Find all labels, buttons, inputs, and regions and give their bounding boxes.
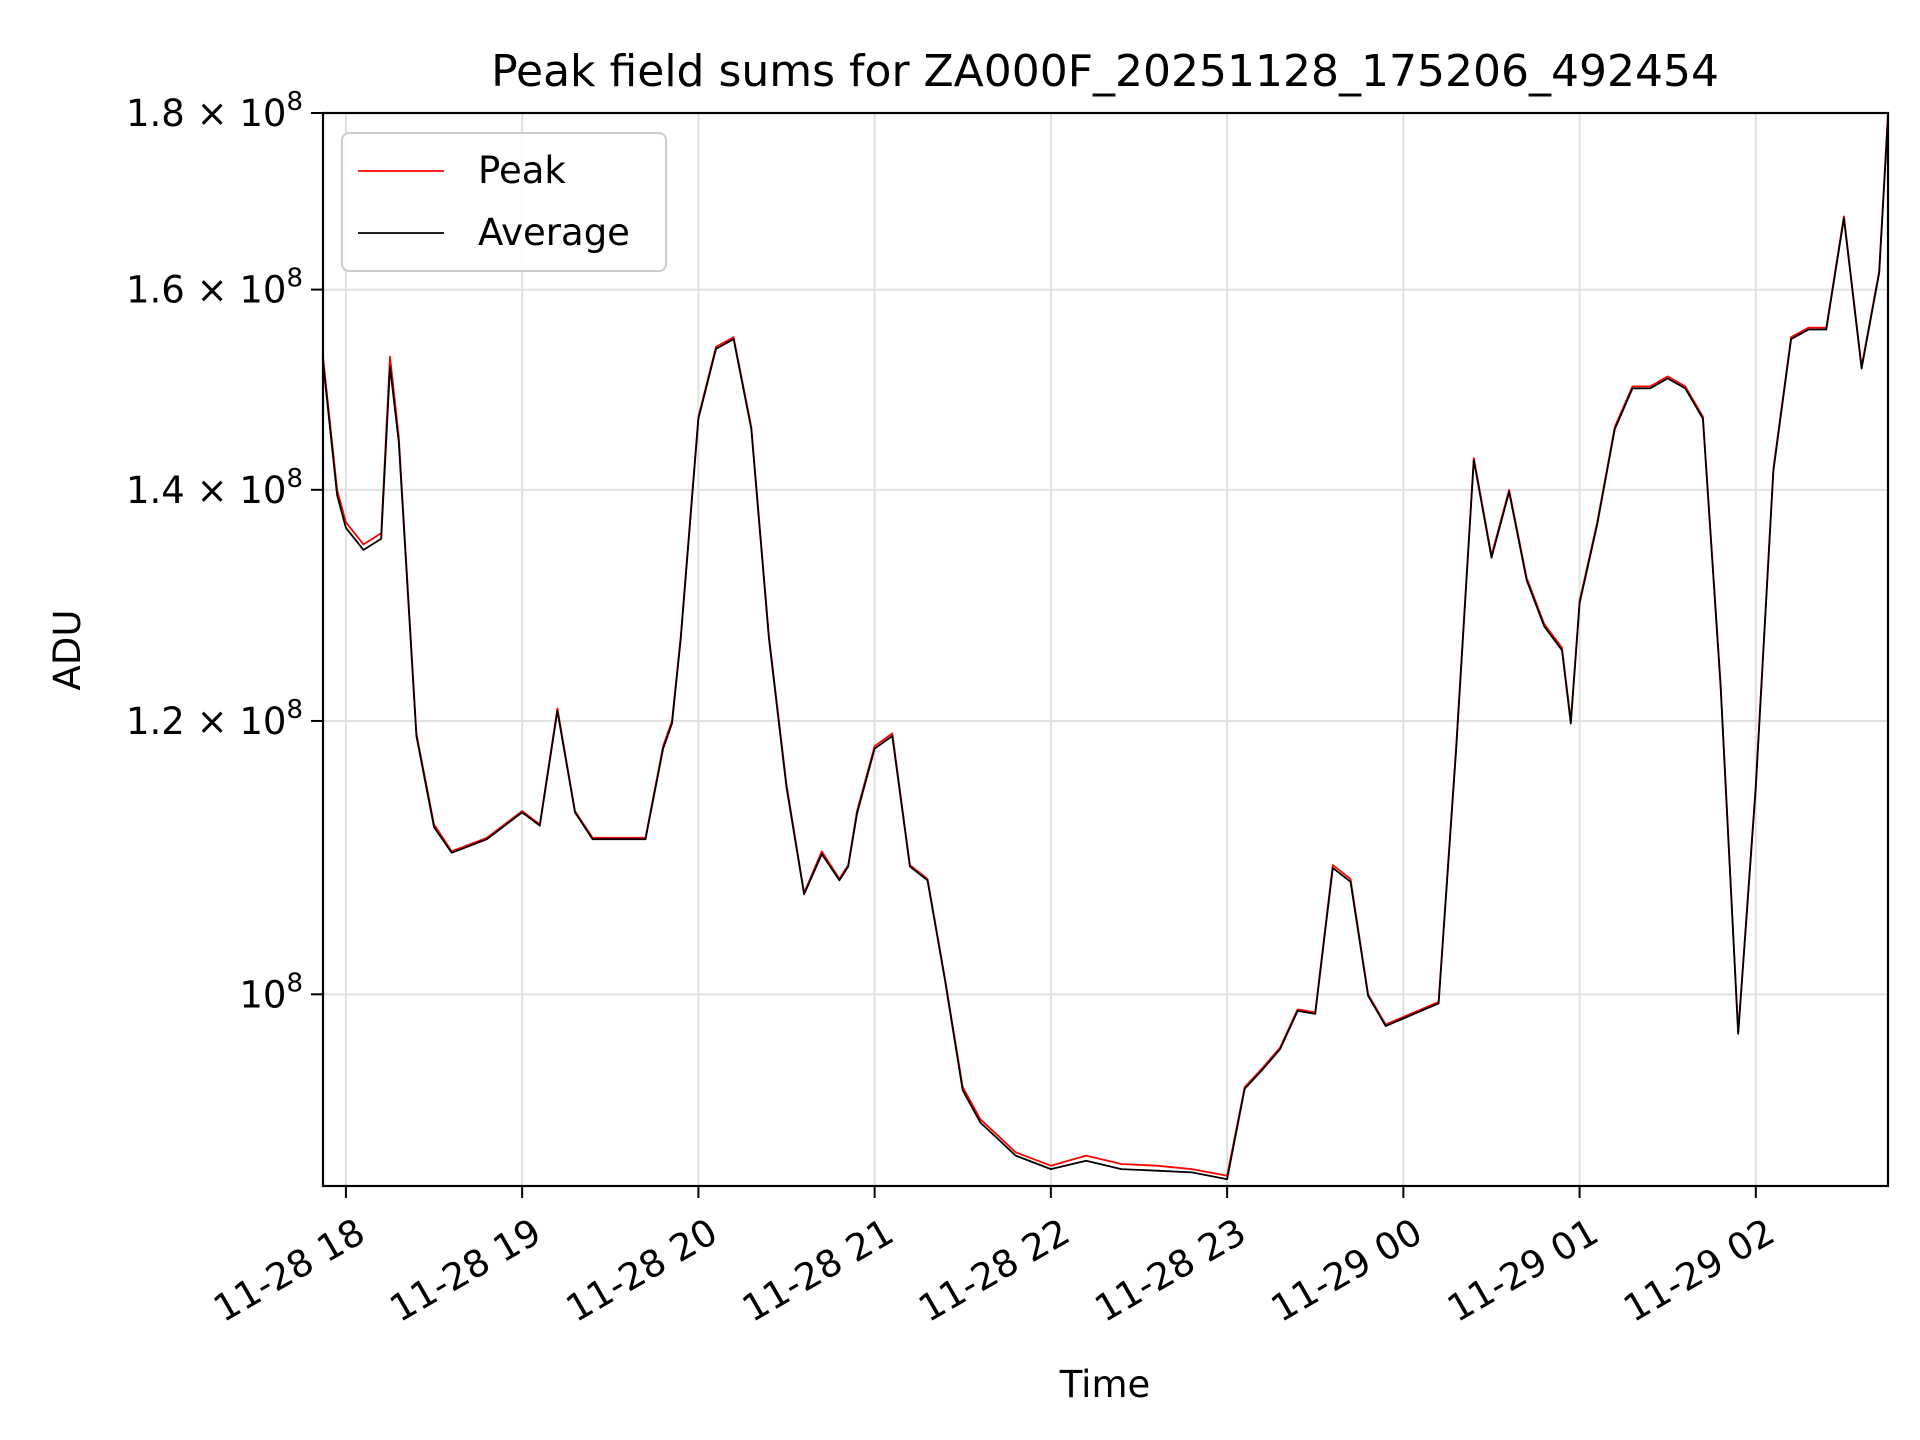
y-tick-base: 10 — [239, 973, 286, 1016]
y-tick-exponent: 8 — [286, 695, 303, 725]
y-tick-times: × — [185, 469, 240, 512]
y-tick-times: × — [185, 269, 240, 312]
y-tick-label: 1.6 × 108 — [126, 264, 303, 312]
y-tick-mantissa: 1.8 — [126, 92, 185, 135]
y-tick-mantissa: 1.4 — [126, 469, 185, 512]
x-axis-label: Time — [1059, 1363, 1151, 1406]
y-tick-mantissa: 1.6 — [126, 269, 185, 312]
series-line-average — [323, 117, 1888, 1181]
legend-box — [341, 132, 667, 272]
y-tick-label: 1.8 × 108 — [126, 87, 303, 135]
y-tick-mantissa: 1.2 — [126, 700, 185, 743]
y-tick-exponent: 8 — [286, 87, 303, 117]
y-tick-base: 10 — [239, 269, 286, 312]
y-tick-times: × — [185, 700, 240, 743]
y-tick-exponent: 8 — [286, 464, 303, 494]
y-tick-label: 108 — [239, 968, 303, 1016]
y-tick-base: 10 — [239, 700, 286, 743]
y-tick-label: 1.4 × 108 — [126, 464, 303, 512]
legend-average-label: Average — [478, 211, 630, 254]
y-tick-exponent: 8 — [286, 264, 303, 294]
y-tick-base: 10 — [239, 469, 286, 512]
legend: Peak Average — [341, 132, 667, 272]
plot-area-frame — [321, 111, 1890, 1188]
y-axis-label: ADU — [46, 610, 89, 691]
chart-title: Peak field sums for ZA000F_20251128_1752… — [491, 46, 1719, 97]
y-tick-times: × — [185, 92, 240, 135]
y-tick-label: 1.2 × 108 — [126, 695, 303, 743]
legend-peak-label: Peak — [478, 149, 566, 192]
series-layer — [323, 113, 1888, 1181]
y-tick-base: 10 — [239, 92, 286, 135]
y-tick-exponent: 8 — [286, 968, 303, 998]
